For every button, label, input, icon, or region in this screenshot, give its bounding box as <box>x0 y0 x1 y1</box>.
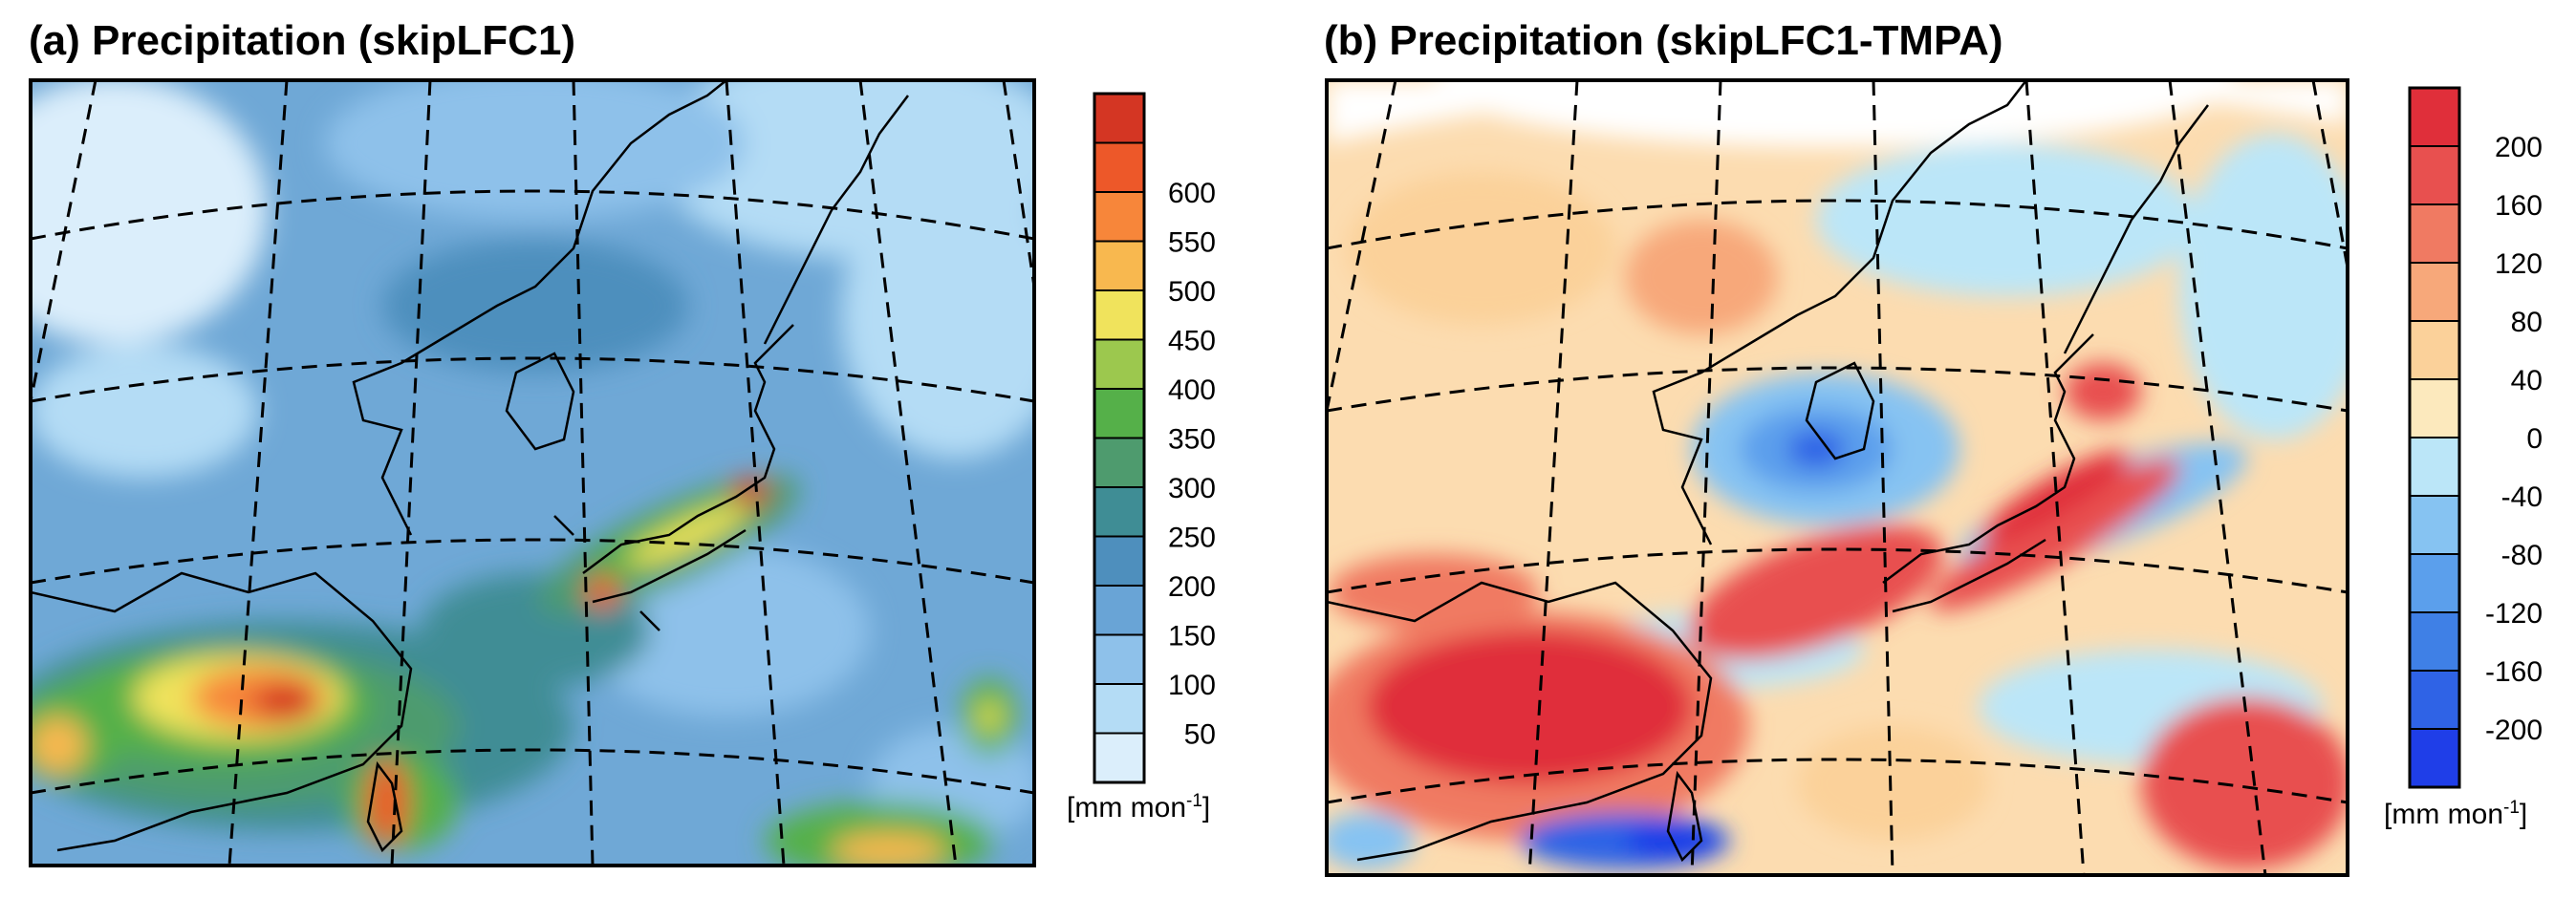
panel-b-graticule <box>1327 80 2348 875</box>
panel-a-colorbar: 50 100 150 200 250 300 350 400 450 500 550 600 <box>1093 92 1216 784</box>
panel-a-colorbar-box <box>1093 732 1145 783</box>
panel-b-colorbar-tick-label: -160 <box>2485 656 2543 688</box>
panel-a-colorbar-box <box>1093 388 1145 439</box>
panel-b-colorbar-tick-label: -200 <box>2485 715 2543 746</box>
panel-a-colorbar-tick-label: 250 <box>1168 523 1216 554</box>
panel-a-colorbar-tick-label: 300 <box>1168 473 1216 504</box>
panel-a-colorbar-frame <box>1093 92 1146 784</box>
panel-a-map <box>31 80 1034 866</box>
panel-b-colorbar-tick-label: 160 <box>2495 190 2543 222</box>
panel-a-colorbar-tick-label: 350 <box>1168 424 1216 456</box>
panel-a-colorbar-box <box>1093 683 1145 735</box>
panel-b-colorbar-box <box>2409 670 2460 730</box>
panel-a-colorbar-box <box>1093 486 1145 538</box>
panel-a-colorbar-box <box>1093 535 1145 587</box>
panel-b-colorbar-box <box>2409 437 2460 497</box>
panel-a-colorbar-box <box>1093 240 1145 291</box>
panel-b-colorbar-box <box>2409 320 2460 380</box>
panel-a-colorbar-tick-label: 400 <box>1168 374 1216 406</box>
panel-a-colorbar-box <box>1093 633 1145 685</box>
panel-a-colorbar-tick-label: 500 <box>1168 276 1216 308</box>
panel-b-colorbar-tick-label: -80 <box>2501 540 2543 571</box>
panel-b-map <box>1327 80 2348 875</box>
panel-b-unit-base: [mm mon <box>2384 799 2504 830</box>
panel-b-colorbar-box <box>2409 262 2460 322</box>
panel-a-frame <box>29 78 1036 867</box>
panel-b-colorbar-tick-label: 120 <box>2495 248 2543 280</box>
panel-b-colorbar-tick-label: -120 <box>2485 598 2543 630</box>
panel-b-colorbar-tick-label: 80 <box>2511 307 2543 338</box>
panel-b-title: (b) Precipitation (skipLFC1-TMPA) <box>1324 17 2003 64</box>
panel-b-colorbar-frame <box>2408 86 2461 789</box>
panel-b-colorbar-box <box>2409 87 2460 147</box>
panel-a-unit-tail: ] <box>1201 792 1211 823</box>
panel-a-colorbar-box <box>1093 93 1145 144</box>
panel-b-colorbar-box <box>2409 203 2460 264</box>
panel-a-coastline <box>31 80 909 853</box>
panel-a-colorbar-box <box>1093 141 1145 193</box>
panel-b-colorbar-box <box>2409 553 2460 613</box>
panel-a-colorbar-box <box>1093 191 1145 243</box>
panel-a-colorbar-box <box>1093 289 1145 341</box>
panel-b-colorbar-box <box>2409 611 2460 672</box>
panel-a-colorbar-tick-label: 50 <box>1184 719 1216 751</box>
panel-a-graticule <box>31 80 1034 866</box>
panel-b-frame <box>1325 78 2349 877</box>
panel-a-colorbar-tick-label: 100 <box>1168 670 1216 701</box>
panel-a-colorbar-box <box>1093 338 1145 390</box>
panel-a-colorbar-tick-label: 550 <box>1168 227 1216 259</box>
panel-b-colorbar: -200 -160 -120 -80 -40 0 40 80 120 160 200 <box>2408 86 2543 789</box>
panel-b-colorbar-box <box>2409 378 2460 438</box>
panel-b-coastline <box>1327 80 2209 863</box>
panel-a-title: (a) Precipitation (skipLFC1) <box>29 17 576 64</box>
panel-a-colorbar-box <box>1093 437 1145 488</box>
panel-b-colorbar-box <box>2409 495 2460 555</box>
panel-a-unit-exponent: -1 <box>1186 791 1202 811</box>
panel-a-colorbar-tick-label: 200 <box>1168 571 1216 603</box>
panel-b-colorbar-unit: [mm mon-1] <box>2384 798 2527 831</box>
panel-a-unit-base: [mm mon <box>1067 792 1187 823</box>
panel-b-colorbar-tick-label: 200 <box>2495 132 2543 163</box>
panel-a-colorbar-tick-label: 150 <box>1168 621 1216 652</box>
panel-b-unit-tail: ] <box>2519 799 2528 830</box>
panel-b-colorbar-tick-label: -40 <box>2501 481 2543 513</box>
panel-a-colorbar-unit: [mm mon-1] <box>1067 791 1210 824</box>
panel-b-unit-exponent: -1 <box>2503 798 2520 818</box>
panel-b-colorbar-box <box>2409 145 2460 205</box>
panel-b-colorbar-tick-label: 40 <box>2511 365 2543 396</box>
panel-a-colorbar-tick-label: 450 <box>1168 326 1216 357</box>
panel-a-precip-field <box>31 80 1034 866</box>
panel-a-colorbar-tick-label: 600 <box>1168 178 1216 209</box>
panel-b-colorbar-tick-label: 0 <box>2526 423 2543 455</box>
panel-b-colorbar-box <box>2409 728 2460 788</box>
panel-a-colorbar-box <box>1093 585 1145 636</box>
